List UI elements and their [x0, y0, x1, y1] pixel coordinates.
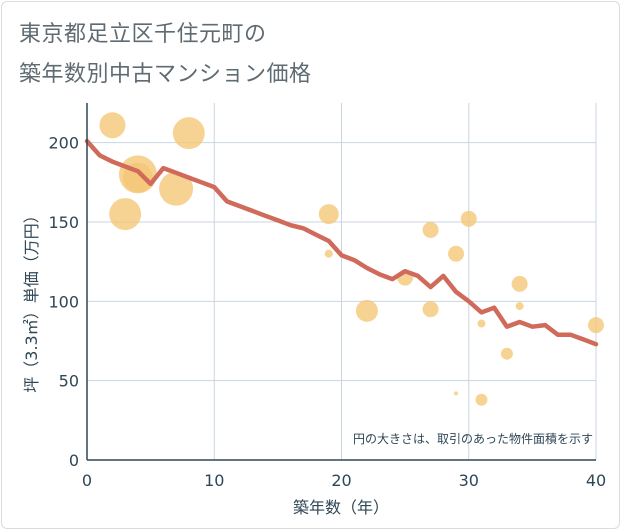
data-bubble — [515, 302, 524, 311]
chart-title-line-1: 東京都足立区千住元町の — [19, 22, 267, 47]
data-bubble — [448, 245, 465, 262]
data-bubble — [172, 117, 205, 150]
y-tick-label: 150 — [48, 213, 79, 232]
size-note: 円の大きさは、取引のあった物件面積を示す — [353, 431, 593, 446]
x-tick-label: 0 — [82, 471, 92, 490]
data-bubble — [422, 301, 439, 318]
x-tick-label: 20 — [331, 471, 351, 490]
data-bubble — [324, 249, 333, 258]
axes — [86, 103, 596, 461]
data-bubble — [318, 204, 339, 225]
data-bubble — [500, 347, 513, 360]
data-bubble — [511, 275, 528, 292]
x-tick-label: 40 — [586, 471, 606, 490]
bubble-layer — [99, 112, 604, 406]
data-bubble — [355, 299, 378, 322]
x-axis-title: 築年数（年） — [293, 498, 389, 517]
x-tick-label: 10 — [204, 471, 224, 490]
data-bubble — [454, 391, 459, 396]
y-tick-label: 200 — [48, 134, 79, 153]
data-bubble — [109, 198, 142, 231]
y-tick-label: 0 — [69, 451, 79, 470]
data-bubble — [475, 393, 488, 406]
data-bubble — [460, 210, 477, 227]
data-bubble — [99, 112, 126, 139]
y-tick-label: 50 — [59, 372, 79, 391]
x-tick-label: 30 — [459, 471, 479, 490]
y-tick-label: 100 — [48, 292, 79, 311]
data-bubble — [477, 319, 486, 328]
trend-layer — [84, 138, 599, 347]
data-bubble — [159, 171, 194, 206]
trend-line — [84, 138, 599, 347]
data-bubble — [588, 317, 604, 334]
tick-labels: 0 10 20 30 40 0 50 100 150 200 — [48, 134, 606, 490]
y-axis-title: 坪（3.3㎡）単価（万円） — [22, 207, 41, 392]
grid-lines — [87, 103, 597, 460]
chart-title-line-2: 築年数別中古マンション価格 — [19, 62, 312, 87]
data-bubble — [422, 221, 439, 238]
